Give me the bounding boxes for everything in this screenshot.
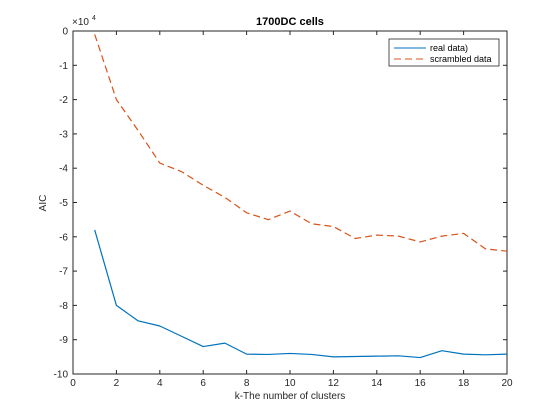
x-axis-label: k-The number of clusters (235, 391, 346, 402)
x-tick-label: 20 (501, 378, 513, 389)
y-tick-label: -9 (59, 335, 68, 346)
x-tick-label: 14 (371, 378, 383, 389)
x-tick-label: 4 (157, 378, 163, 389)
y-tick-label: -2 (59, 95, 68, 106)
plot-area (72, 30, 508, 375)
x-tick-label: 2 (114, 378, 120, 389)
x-tick-label: 0 (70, 378, 76, 389)
legend-label-real-data: real data) (430, 43, 468, 53)
y-axis-label: AIC (38, 195, 49, 212)
x-tick-label: 12 (328, 378, 340, 389)
x-tick-label: 10 (284, 378, 296, 389)
exponent-base: ×10 (72, 17, 89, 28)
series-line-real-data (94, 229, 508, 359)
y-tick-label: -1 (59, 61, 68, 72)
x-tick-label: 18 (458, 378, 470, 389)
x-tick-label: 8 (244, 378, 250, 389)
y-tick-label: -8 (59, 301, 68, 312)
exponent-label: ×10 4 (72, 15, 96, 28)
y-tick-label: -6 (59, 232, 68, 243)
ticks: 0 2 4 6 8 10 12 14 16 18 20 0 -1 -2 -3 -4 -5 -6 -7 -8 -9 -10 (54, 27, 513, 390)
y-tick-label: -4 (59, 164, 68, 175)
chart-title: 1700DC cells (256, 16, 324, 28)
y-tick-label: -10 (54, 370, 69, 381)
x-tick-label: 6 (200, 378, 206, 389)
series-lines (94, 34, 508, 359)
y-tick-label: 0 (62, 27, 68, 38)
x-tick-label: 16 (415, 378, 427, 389)
legend-box (388, 38, 500, 67)
y-tick-label: -5 (59, 198, 68, 209)
y-tick-label: -7 (59, 267, 68, 278)
legend: real data) scrambled data (388, 38, 500, 67)
series-line-scrambled-data (94, 34, 508, 252)
exponent-power: 4 (92, 15, 96, 22)
legend-label-scrambled-data: scrambled data (430, 54, 492, 64)
y-tick-label: -3 (59, 129, 68, 140)
